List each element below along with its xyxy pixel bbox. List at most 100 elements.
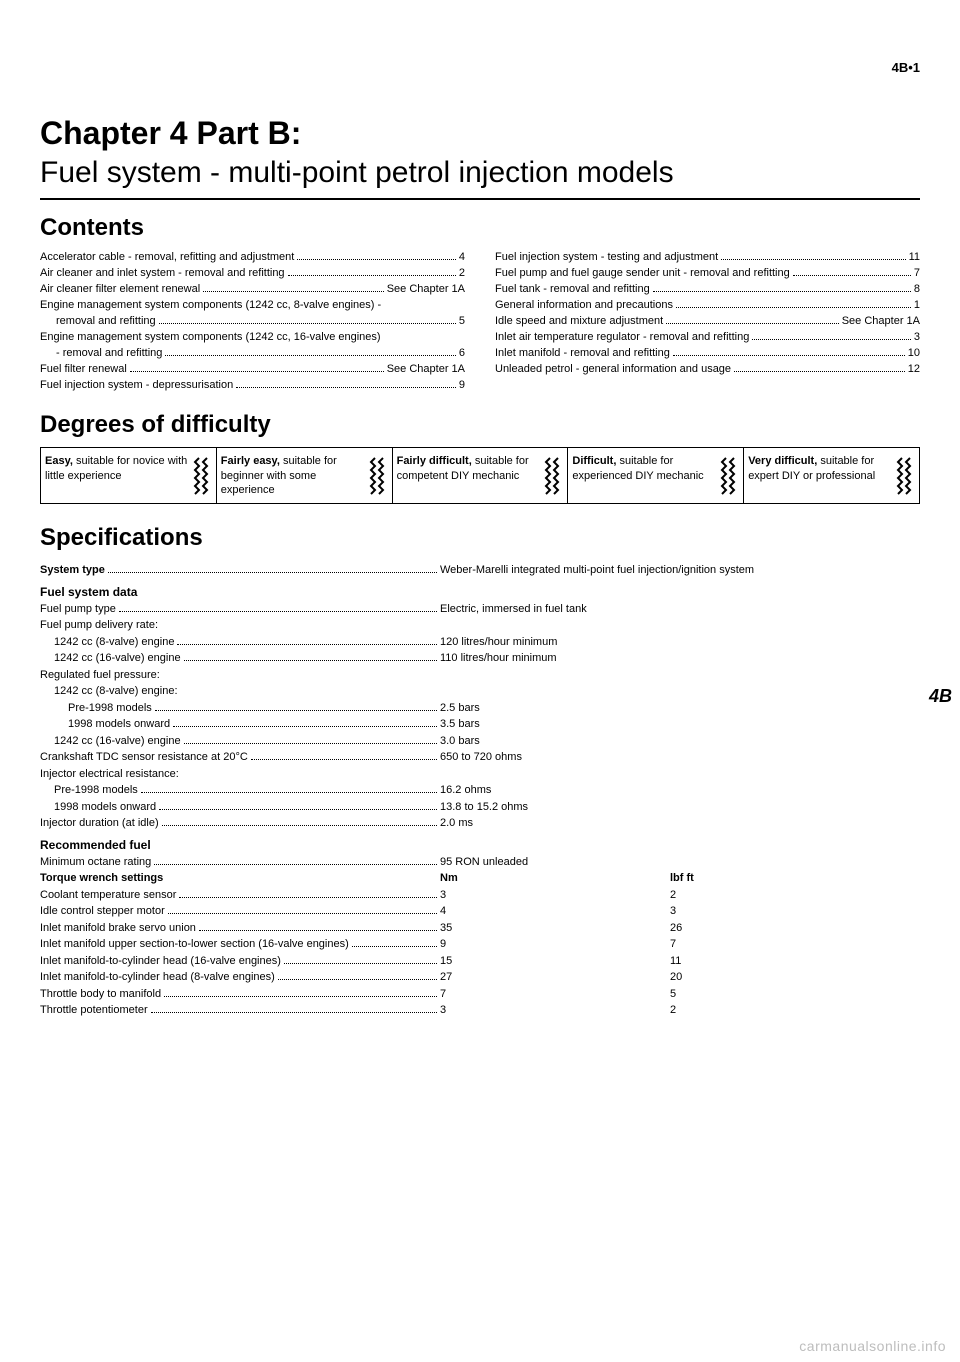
spec-row: 1242 cc (16-valve) engine 3.0 bars [40, 733, 920, 750]
contents-dots [676, 307, 911, 308]
difficulty-text: Very difficult, suitable for expert DIY … [748, 454, 895, 497]
rec-fuel-rows: Minimum octane rating95 RON unleaded [40, 854, 920, 871]
contents-page: 3 [914, 330, 920, 346]
torque-rows: Coolant temperature sensor32Idle control… [40, 887, 920, 1019]
spec-label: Pre-1998 models [40, 700, 152, 717]
contents-dots [734, 371, 905, 372]
spec-row: Injector duration (at idle)2.0 ms [40, 815, 920, 832]
contents-dots [653, 291, 911, 292]
torque-lbfft: 7 [670, 936, 920, 953]
contents-row: Engine management system components (124… [40, 298, 465, 314]
contents-block: Accelerator cable - removal, refitting a… [40, 250, 920, 393]
spec-dots [177, 644, 437, 645]
contents-page: 12 [908, 362, 920, 378]
spec-dots [352, 946, 437, 947]
spanner-icon [368, 454, 388, 497]
torque-row: Inlet manifold-to-cylinder head (16-valv… [40, 953, 920, 970]
spec-value: 650 to 720 ohms [440, 749, 920, 766]
difficulty-cell: Difficult, suitable for experienced DIY … [568, 448, 744, 503]
contents-column-right: Fuel injection system - testing and adju… [495, 250, 920, 393]
contents-dots [165, 355, 455, 356]
contents-page: 11 [909, 250, 920, 266]
difficulty-cell: Fairly difficult, suitable for competent… [393, 448, 569, 503]
contents-heading: Contents [40, 214, 920, 242]
torque-lbfft: 11 [670, 953, 920, 970]
difficulty-bold: Fairly difficult, [397, 455, 472, 467]
contents-label: Air cleaner and inlet system - removal a… [40, 266, 285, 282]
spec-label: Regulated fuel pressure: [40, 667, 160, 684]
spec-dots [168, 913, 437, 914]
rec-fuel-heading: Recommended fuel [40, 838, 920, 852]
spec-label: 1998 models onward [40, 716, 170, 733]
contents-dots [130, 371, 384, 372]
spanner-icon [543, 454, 563, 497]
contents-row: Fuel injection system - testing and adju… [495, 250, 920, 266]
difficulty-box: Easy, suitable for novice with little ex… [40, 447, 920, 504]
torque-row: Inlet manifold upper section-to-lower se… [40, 936, 920, 953]
torque-label: Throttle potentiometer [40, 1002, 148, 1019]
contents-dots [236, 387, 456, 388]
torque-lbfft: 3 [670, 903, 920, 920]
contents-label: Engine management system components (124… [40, 298, 381, 314]
torque-lbfft: 2 [670, 887, 920, 904]
contents-page: 10 [908, 346, 920, 362]
spec-label: Minimum octane rating [40, 854, 151, 871]
contents-label: Accelerator cable - removal, refitting a… [40, 250, 294, 266]
fuel-system-heading: Fuel system data [40, 585, 920, 599]
contents-column-left: Accelerator cable - removal, refitting a… [40, 250, 465, 393]
torque-label: Inlet manifold brake servo union [40, 920, 196, 937]
contents-page: 6 [459, 346, 465, 362]
contents-dots [203, 291, 384, 292]
torque-nm: 3 [440, 887, 670, 904]
spec-dots [199, 930, 437, 931]
contents-page: 7 [914, 266, 920, 282]
contents-dots [159, 323, 456, 324]
contents-label: Engine management system components (124… [40, 330, 381, 346]
torque-label: Idle control stepper motor [40, 903, 165, 920]
spec-label: Fuel pump type [40, 601, 116, 618]
torque-label: Throttle body to manifold [40, 986, 161, 1003]
contents-dots [297, 259, 456, 260]
spec-label: Injector electrical resistance: [40, 766, 179, 783]
contents-row: Unleaded petrol - general information an… [495, 362, 920, 378]
contents-dots [721, 259, 905, 260]
spec-row: Pre-1998 models2.5 bars [40, 700, 920, 717]
spanner-icon [719, 454, 739, 497]
torque-row: Throttle body to manifold75 [40, 986, 920, 1003]
spec-value: 3.5 bars [440, 716, 920, 733]
spec-dots [284, 963, 437, 964]
spec-dots [179, 897, 437, 898]
contents-label: Fuel injection system - testing and adju… [495, 250, 718, 266]
contents-page: 2 [459, 266, 465, 282]
torque-nm: 27 [440, 969, 670, 986]
torque-col1-head: Nm [440, 870, 670, 887]
spec-label: 1242 cc (16-valve) engine [40, 650, 181, 667]
spec-label: 1998 models onward [40, 799, 156, 816]
difficulty-bold: Fairly easy, [221, 455, 280, 467]
chapter-title: Chapter 4 Part B: [40, 115, 920, 152]
spec-row: Pre-1998 models16.2 ohms [40, 782, 920, 799]
difficulty-cell: Easy, suitable for novice with little ex… [41, 448, 217, 503]
contents-page: 5 [459, 314, 465, 330]
spec-row: 1998 models onward 3.5 bars [40, 716, 920, 733]
spanner-icon [192, 454, 212, 497]
torque-row: Coolant temperature sensor32 [40, 887, 920, 904]
difficulty-bold: Difficult, [572, 455, 616, 467]
spec-row: 1242 cc (8-valve) engine: [40, 683, 920, 700]
spec-value: 3.0 bars [440, 733, 920, 750]
spec-dots [164, 996, 437, 997]
contents-row: Idle speed and mixture adjustmentSee Cha… [495, 314, 920, 330]
spanner-icon [895, 454, 915, 497]
spec-label: System type [40, 562, 105, 579]
contents-page: See Chapter 1A [387, 362, 465, 378]
torque-row: Idle control stepper motor43 [40, 903, 920, 920]
spec-label: 1242 cc (8-valve) engine: [40, 683, 178, 700]
spec-label: 1242 cc (8-valve) engine [40, 634, 174, 651]
spec-value: 13.8 to 15.2 ohms [440, 799, 920, 816]
contents-row: Air cleaner filter element renewalSee Ch… [40, 282, 465, 298]
torque-lbfft: 5 [670, 986, 920, 1003]
torque-col2-head: lbf ft [670, 870, 920, 887]
spec-label: 1242 cc (16-valve) engine [40, 733, 181, 750]
spec-row: Crankshaft TDC sensor resistance at 20°C… [40, 749, 920, 766]
spec-dots [119, 611, 437, 612]
